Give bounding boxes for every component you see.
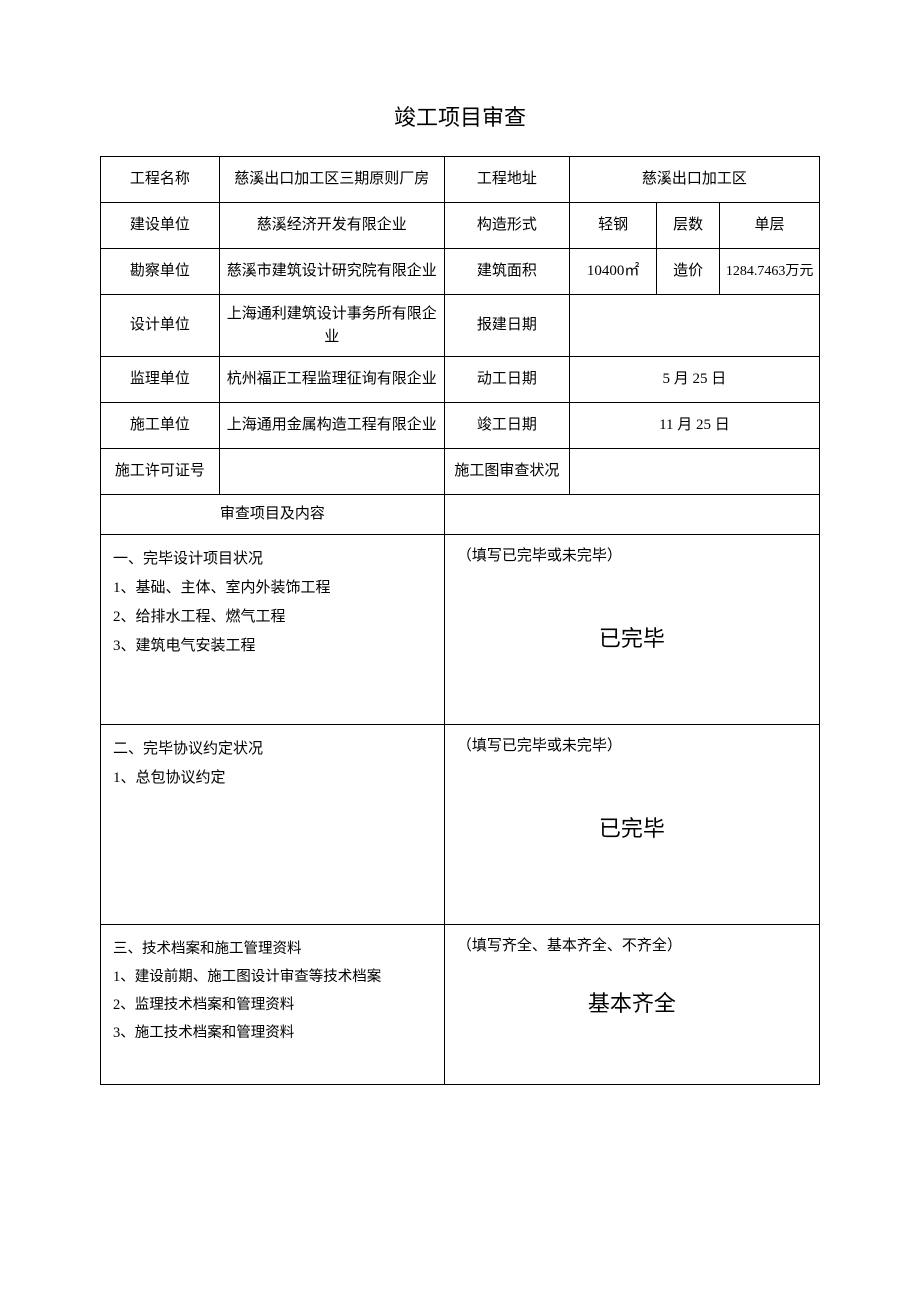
s1-status: 已完毕 — [457, 622, 807, 655]
s3-hint: （填写齐全、基本齐全、不齐全） — [457, 938, 682, 954]
label-start-date: 动工日期 — [444, 357, 569, 403]
value-permit-no — [219, 449, 444, 495]
s3-status: 基本齐全 — [457, 987, 807, 1020]
value-project-name: 慈溪出口加工区三期原则厂房 — [219, 157, 444, 203]
value-project-address: 慈溪出口加工区 — [569, 157, 819, 203]
label-floor-count: 层数 — [657, 203, 720, 249]
s3-heading: 三、技术档案和施工管理资料 — [113, 941, 302, 957]
label-permit-no: 施工许可证号 — [101, 449, 220, 495]
s3-l3: 3、施工技术档案和管理资料 — [113, 1025, 294, 1041]
review-table: 工程名称 慈溪出口加工区三期原则厂房 工程地址 慈溪出口加工区 建设单位 慈溪经… — [100, 156, 820, 1085]
value-survey-unit: 慈溪市建筑设计研究院有限企业 — [219, 249, 444, 295]
section2-left: 二、完毕协议约定状况 1、总包协议约定 — [101, 724, 445, 924]
value-start-date: 5 月 25 日 — [569, 357, 819, 403]
value-cost: 1284.7463万元 — [719, 249, 819, 295]
value-report-date — [569, 295, 819, 357]
s3-l2: 2、监理技术档案和管理资料 — [113, 997, 294, 1013]
label-review-content: 审查项目及内容 — [101, 495, 445, 535]
value-build-area: 10400㎡ — [569, 249, 657, 295]
s2-status: 已完毕 — [457, 812, 807, 845]
section3-right: （填写齐全、基本齐全、不齐全） 基本齐全 — [444, 924, 819, 1084]
value-floor-count: 单层 — [719, 203, 819, 249]
s1-l3: 3、建筑电气安装工程 — [113, 638, 256, 654]
label-build-area: 建筑面积 — [444, 249, 569, 295]
label-complete-date: 竣工日期 — [444, 403, 569, 449]
label-project-address: 工程地址 — [444, 157, 569, 203]
label-design-unit: 设计单位 — [101, 295, 220, 357]
label-cost: 造价 — [657, 249, 720, 295]
label-supervise-unit: 监理单位 — [101, 357, 220, 403]
s2-l1: 1、总包协议约定 — [113, 770, 226, 786]
section1-left: 一、完毕设计项目状况 1、基础、主体、室内外装饰工程 2、给排水工程、燃气工程 … — [101, 534, 445, 724]
value-design-unit: 上海通利建筑设计事务所有限企业 — [219, 295, 444, 357]
value-drawing-review — [569, 449, 819, 495]
page-title: 竣工项目审查 — [100, 100, 820, 132]
value-build-unit: 慈溪经济开发有限企业 — [219, 203, 444, 249]
label-build-unit: 建设单位 — [101, 203, 220, 249]
s1-l1: 1、基础、主体、室内外装饰工程 — [113, 580, 331, 596]
s2-heading: 二、完毕协议约定状况 — [113, 741, 263, 757]
s3-l1: 1、建设前期、施工图设计审查等技术档案 — [113, 969, 381, 985]
s1-hint: （填写已完毕或未完毕） — [457, 548, 622, 564]
review-content-blank — [444, 495, 819, 535]
value-complete-date: 11 月 25 日 — [569, 403, 819, 449]
label-construct-unit: 施工单位 — [101, 403, 220, 449]
s2-hint: （填写已完毕或未完毕） — [457, 738, 622, 754]
section3-left: 三、技术档案和施工管理资料 1、建设前期、施工图设计审查等技术档案 2、监理技术… — [101, 924, 445, 1084]
label-project-name: 工程名称 — [101, 157, 220, 203]
section1-right: （填写已完毕或未完毕） 已完毕 — [444, 534, 819, 724]
s1-heading: 一、完毕设计项目状况 — [113, 551, 263, 567]
label-drawing-review: 施工图审查状况 — [444, 449, 569, 495]
label-survey-unit: 勘察单位 — [101, 249, 220, 295]
value-structure-form: 轻钢 — [569, 203, 657, 249]
value-construct-unit: 上海通用金属构造工程有限企业 — [219, 403, 444, 449]
label-report-date: 报建日期 — [444, 295, 569, 357]
s1-l2: 2、给排水工程、燃气工程 — [113, 609, 286, 625]
section2-right: （填写已完毕或未完毕） 已完毕 — [444, 724, 819, 924]
label-structure-form: 构造形式 — [444, 203, 569, 249]
value-supervise-unit: 杭州福正工程监理征询有限企业 — [219, 357, 444, 403]
